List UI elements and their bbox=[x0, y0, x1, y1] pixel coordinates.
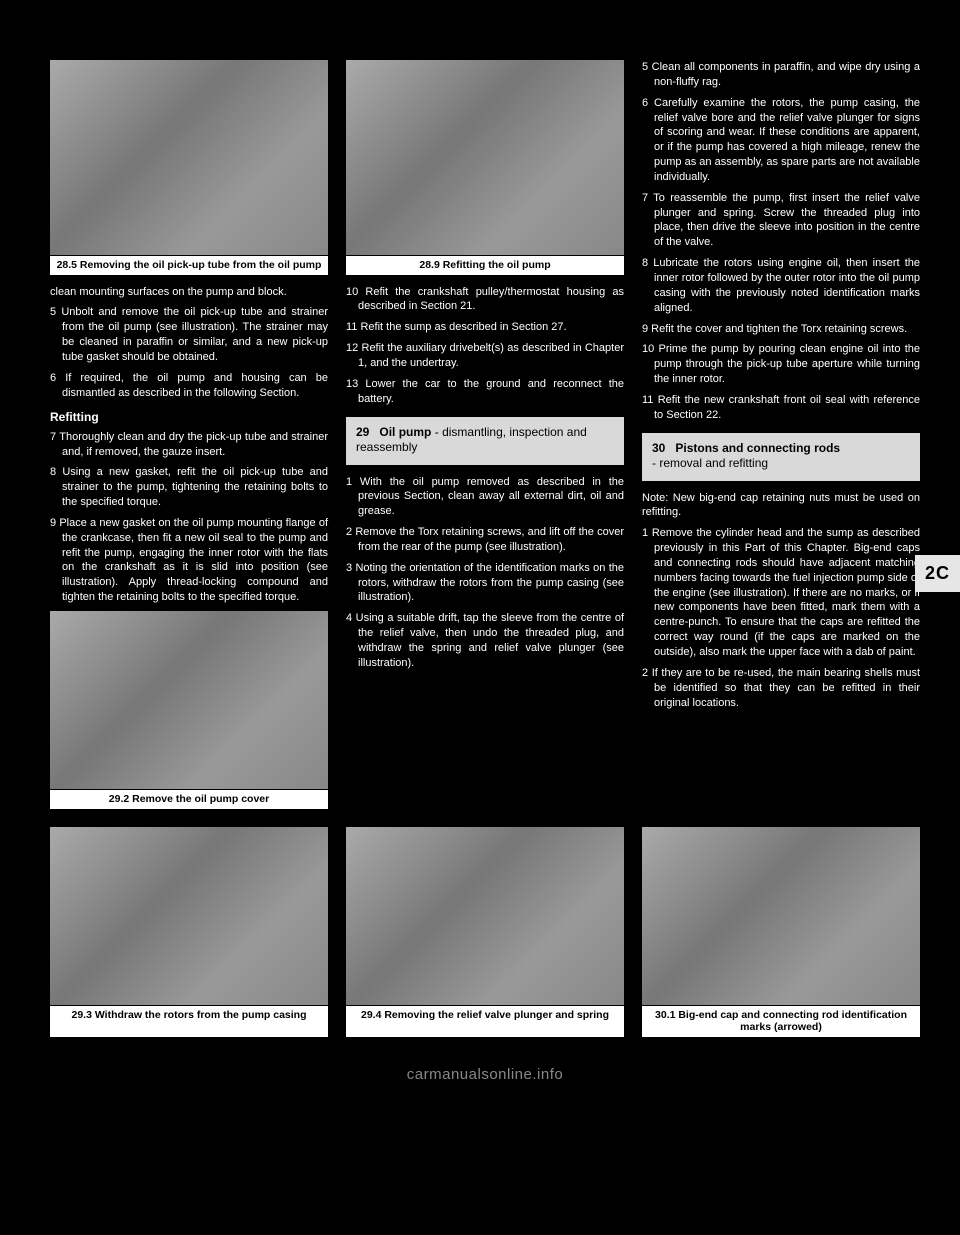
section-number: 29 bbox=[356, 425, 369, 439]
section-title: Oil pump bbox=[379, 425, 431, 439]
section-heading-29: 29 Oil pump - dismantling, inspection an… bbox=[346, 417, 624, 465]
body-text: 10 Refit the crankshaft pulley/thermosta… bbox=[346, 285, 624, 315]
figure-caption: 28.5 Removing the oil pick-up tube from … bbox=[50, 255, 328, 275]
figure-image bbox=[346, 60, 624, 255]
figure-caption: 29.4 Removing the relief valve plunger a… bbox=[346, 1005, 624, 1025]
chapter-tab: 2C bbox=[915, 555, 960, 592]
body-text: 6 If required, the oil pump and housing … bbox=[50, 371, 328, 401]
body-text: 13 Lower the car to the ground and recon… bbox=[346, 377, 624, 407]
section-number: 30 bbox=[652, 441, 665, 455]
figure-30-1: 30.1 Big-end cap and connecting rod iden… bbox=[642, 827, 920, 1037]
section-subtitle: - removal and refitting bbox=[652, 456, 768, 470]
body-text: clean mounting surfaces on the pump and … bbox=[50, 285, 328, 300]
body-text: 1 Remove the cylinder head and the sump … bbox=[642, 526, 920, 660]
section-title: Pistons and connecting rods bbox=[675, 441, 840, 455]
watermark-footer: carmanualsonline.info bbox=[50, 1065, 920, 1085]
body-text: 11 Refit the new crankshaft front oil se… bbox=[642, 393, 920, 423]
figure-caption: 29.3 Withdraw the rotors from the pump c… bbox=[50, 1005, 328, 1025]
figure-29-3: 29.3 Withdraw the rotors from the pump c… bbox=[50, 827, 328, 1037]
body-text: 12 Refit the auxiliary drivebelt(s) as d… bbox=[346, 341, 624, 371]
body-text: 7 To reassemble the pump, first insert t… bbox=[642, 191, 920, 250]
figure-image bbox=[642, 827, 920, 1005]
section-heading-30: 30 Pistons and connecting rods - removal… bbox=[642, 433, 920, 481]
body-text: 4 Using a suitable drift, tap the sleeve… bbox=[346, 611, 624, 670]
body-text-note: Note: New big-end cap retaining nuts mus… bbox=[642, 491, 920, 521]
figure-29-2: 29.2 Remove the oil pump cover bbox=[50, 611, 328, 809]
figure-image bbox=[50, 827, 328, 1005]
body-text: 11 Refit the sump as described in Sectio… bbox=[346, 320, 624, 335]
figure-image bbox=[50, 60, 328, 255]
figure-caption: 30.1 Big-end cap and connecting rod iden… bbox=[642, 1005, 920, 1037]
subheading-refitting: Refitting bbox=[50, 409, 328, 425]
figure-29-4: 29.4 Removing the relief valve plunger a… bbox=[346, 827, 624, 1037]
body-text: 2 If they are to be re-used, the main be… bbox=[642, 666, 920, 711]
body-text: 7 Thoroughly clean and dry the pick-up t… bbox=[50, 430, 328, 460]
body-text: 1 With the oil pump removed as described… bbox=[346, 475, 624, 520]
body-text: 2 Remove the Torx retaining screws, and … bbox=[346, 525, 624, 555]
body-text: 9 Refit the cover and tighten the Torx r… bbox=[642, 322, 920, 337]
body-text: 5 Unbolt and remove the oil pick-up tube… bbox=[50, 305, 328, 364]
body-text: 10 Prime the pump by pouring clean engin… bbox=[642, 342, 920, 387]
body-text: 8 Lubricate the rotors using engine oil,… bbox=[642, 256, 920, 315]
body-text: 9 Place a new gasket on the oil pump mou… bbox=[50, 516, 328, 605]
figure-28-9: 28.9 Refitting the oil pump bbox=[346, 60, 624, 275]
body-text: 5 Clean all components in paraffin, and … bbox=[642, 60, 920, 90]
figure-image bbox=[50, 611, 328, 789]
figure-caption: 29.2 Remove the oil pump cover bbox=[50, 789, 328, 809]
figure-caption: 28.9 Refitting the oil pump bbox=[346, 255, 624, 275]
figure-image bbox=[346, 827, 624, 1005]
figure-28-5: 28.5 Removing the oil pick-up tube from … bbox=[50, 60, 328, 275]
body-text: 6 Carefully examine the rotors, the pump… bbox=[642, 96, 920, 185]
body-text: 8 Using a new gasket, refit the oil pick… bbox=[50, 465, 328, 510]
body-text: 3 Noting the orientation of the identifi… bbox=[346, 561, 624, 606]
